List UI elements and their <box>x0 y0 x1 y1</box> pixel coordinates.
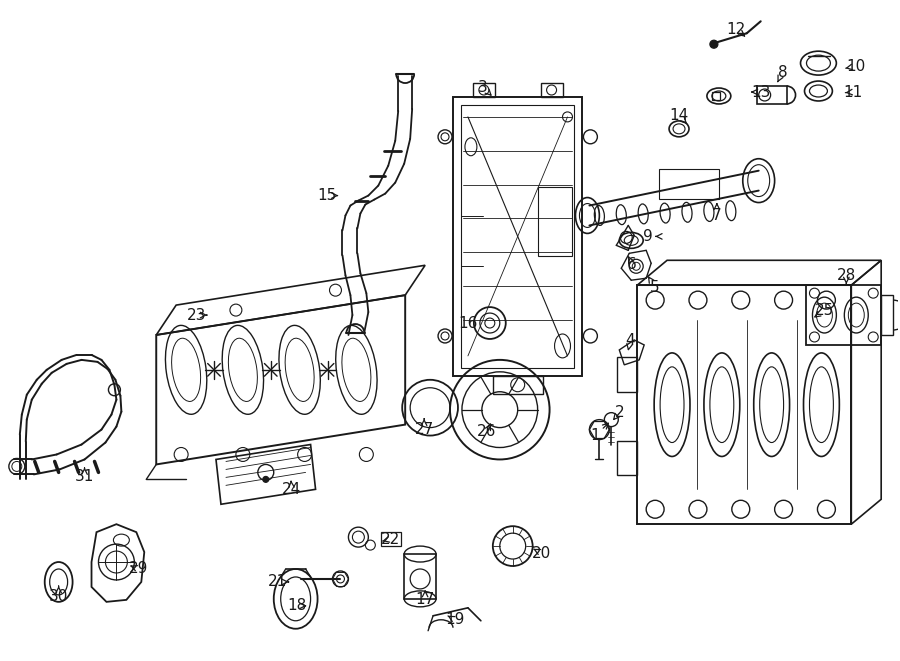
Bar <box>617 440 637 475</box>
Text: 18: 18 <box>287 598 306 613</box>
Text: 19: 19 <box>446 612 464 627</box>
Text: 5: 5 <box>651 280 660 295</box>
Text: 1: 1 <box>590 428 600 443</box>
Bar <box>404 554 436 599</box>
Bar <box>493 376 543 394</box>
Bar <box>881 295 893 335</box>
Text: 16: 16 <box>458 315 478 330</box>
Text: 27: 27 <box>415 422 434 437</box>
Bar <box>712 92 720 100</box>
Text: 7: 7 <box>712 208 722 223</box>
Bar <box>757 86 787 104</box>
Text: 30: 30 <box>49 590 68 604</box>
Circle shape <box>710 40 718 48</box>
Text: 21: 21 <box>268 574 287 590</box>
Bar <box>617 357 637 392</box>
Bar <box>537 186 572 256</box>
Text: 12: 12 <box>726 22 745 37</box>
Text: 9: 9 <box>644 229 653 244</box>
Text: 17: 17 <box>416 592 435 607</box>
Text: 20: 20 <box>532 545 551 561</box>
Bar <box>472 83 495 97</box>
Text: 24: 24 <box>282 482 302 497</box>
Text: 28: 28 <box>837 268 856 283</box>
Text: 22: 22 <box>381 531 400 547</box>
Bar <box>637 285 851 524</box>
Bar <box>461 105 574 368</box>
Text: 2: 2 <box>615 405 624 420</box>
Text: 3: 3 <box>478 79 488 95</box>
Text: 23: 23 <box>186 307 206 323</box>
Text: 11: 11 <box>843 85 863 100</box>
Text: 14: 14 <box>670 108 688 124</box>
Text: 31: 31 <box>75 469 94 484</box>
Text: 4: 4 <box>626 333 635 348</box>
Text: 10: 10 <box>847 59 866 73</box>
Circle shape <box>263 477 269 483</box>
Text: 25: 25 <box>814 303 834 317</box>
Text: 8: 8 <box>778 65 788 79</box>
Text: 26: 26 <box>477 424 497 439</box>
Text: 6: 6 <box>627 256 637 272</box>
Bar <box>541 83 562 97</box>
Bar <box>453 97 582 376</box>
Bar <box>659 169 719 198</box>
Text: 15: 15 <box>317 188 336 203</box>
Text: 29: 29 <box>129 561 148 576</box>
Bar <box>382 532 401 546</box>
Text: 13: 13 <box>751 85 770 100</box>
Bar <box>806 285 881 345</box>
